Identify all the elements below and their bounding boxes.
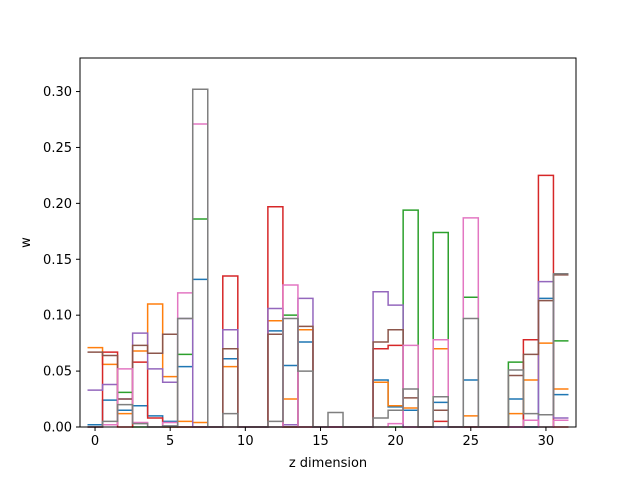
x-axis: 0 5 10 15 20 25 30: [91, 427, 554, 449]
x-axis-title: z dimension: [289, 456, 367, 471]
y-tick-label: 0.25: [43, 141, 72, 156]
x-tick-label: 30: [538, 434, 555, 449]
x-tick-label: 10: [237, 434, 254, 449]
y-tick-label: 0.15: [43, 253, 72, 268]
y-tick-label: 0.30: [43, 85, 72, 100]
x-tick-label: 5: [166, 434, 174, 449]
x-tick-label: 15: [312, 434, 329, 449]
y-axis-title: w: [19, 237, 34, 248]
y-tick-label: 0.20: [43, 197, 72, 212]
axes-frame: [79, 57, 577, 428]
y-tick-label: 0.10: [43, 309, 72, 324]
y-tick-label: 0.05: [43, 365, 72, 380]
x-tick-label: 20: [387, 434, 404, 449]
x-tick-label: 0: [91, 434, 99, 449]
y-axis: 0.00 0.05 0.10 0.15 0.20 0.25 0.30: [43, 85, 80, 436]
x-tick-label: 25: [463, 434, 480, 449]
y-tick-label: 0.00: [43, 421, 72, 436]
